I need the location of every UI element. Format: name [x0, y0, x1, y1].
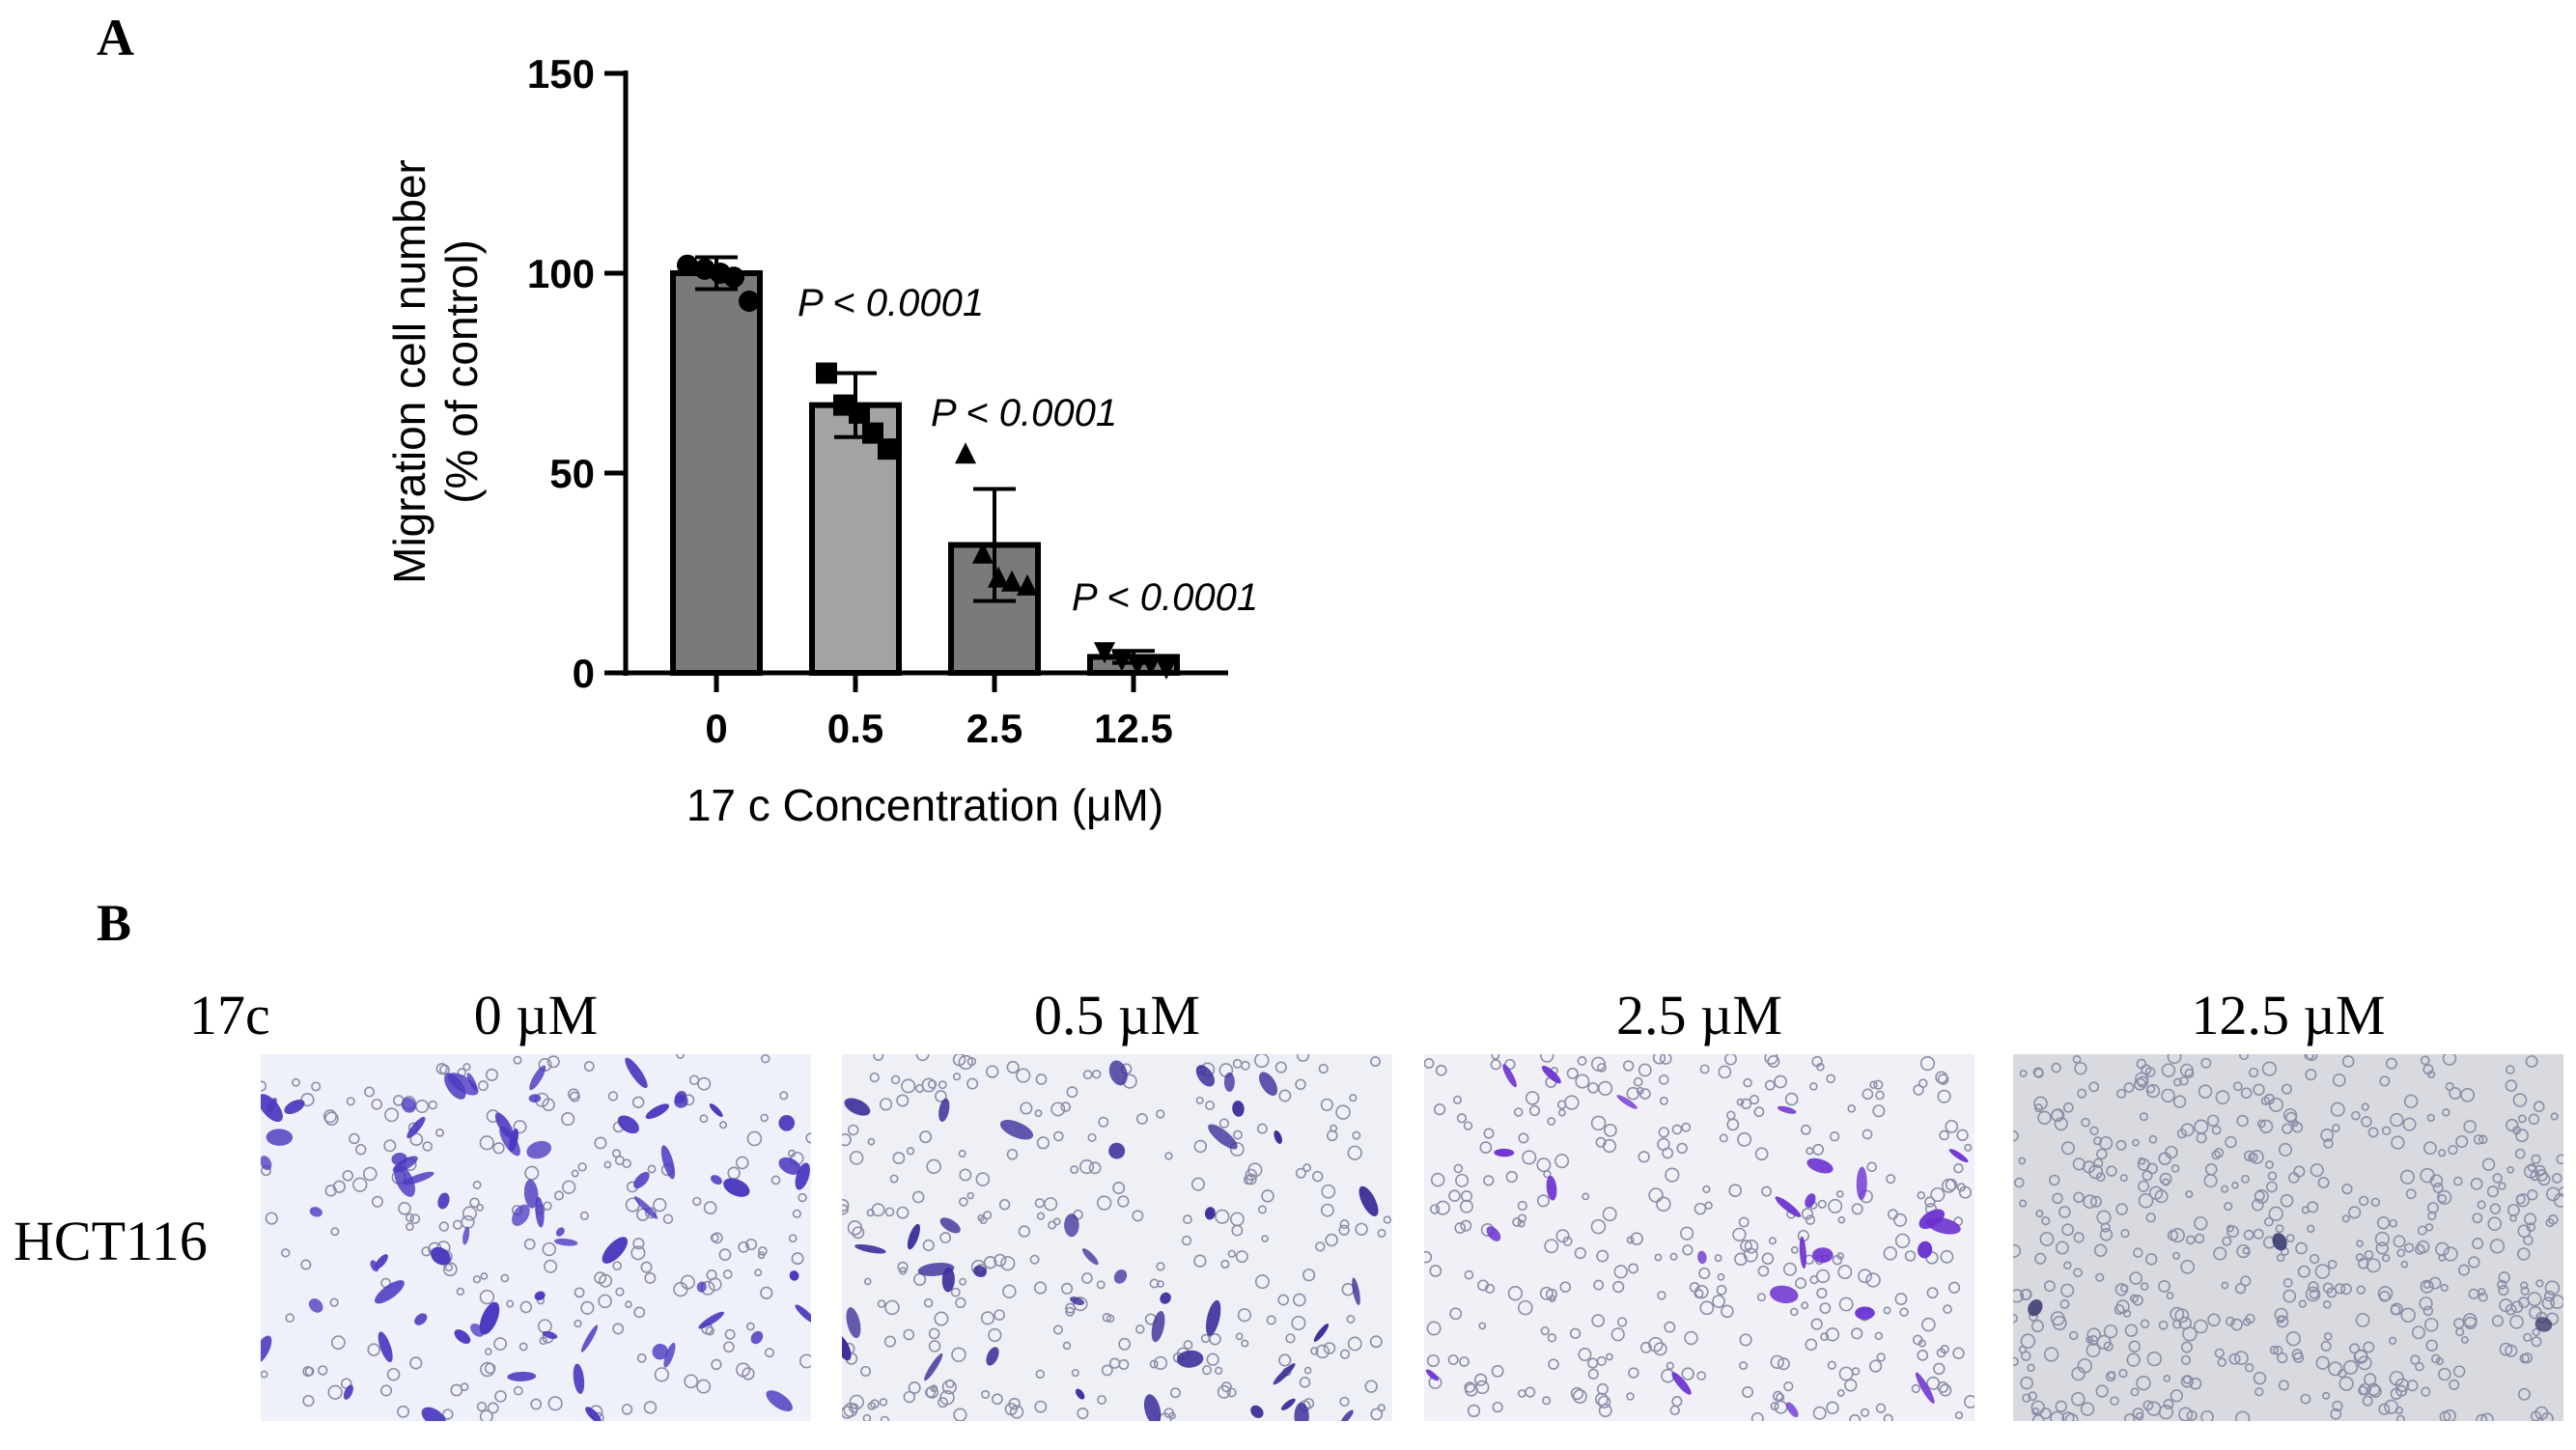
- y-axis-label-line2: (% of control): [436, 239, 487, 504]
- concentration-label-0: 0 µM: [473, 984, 599, 1046]
- data-point-0.5-0: [816, 362, 837, 384]
- data-point-0.5-3: [862, 422, 883, 444]
- data-point-2.5-0: [955, 442, 976, 464]
- p-value-annotation-2: P < 0.0001: [931, 392, 1117, 434]
- compound-label: 17c: [189, 984, 270, 1046]
- x-tick-label-0: 0: [705, 706, 727, 751]
- data-point-2.5-2: [988, 566, 1009, 588]
- data-point-2.5-1: [972, 542, 994, 564]
- y-tick-label-0: 0: [573, 651, 595, 696]
- y-tick-label-150: 150: [527, 51, 595, 97]
- data-point-12.5-4: [1156, 657, 1177, 680]
- p-value-annotation-3: P < 0.0001: [1072, 576, 1258, 619]
- data-point-12.5-0: [1094, 642, 1115, 664]
- concentration-label-3: 12.5 µM: [2191, 984, 2386, 1046]
- data-point-0-3: [723, 266, 744, 289]
- cell-line-label: HCT116: [14, 1210, 208, 1272]
- y-tick-label-50: 50: [549, 451, 595, 496]
- data-point-0.5-2: [849, 402, 870, 424]
- data-point-0-4: [739, 290, 760, 312]
- micrograph-texture: [2013, 1054, 2563, 1421]
- micrograph-2-5um: [1424, 1054, 1974, 1421]
- micrograph-texture: [1424, 1054, 1974, 1421]
- p-value-annotation-1: P < 0.0001: [798, 282, 984, 324]
- micrograph-12-5um: [2013, 1054, 2563, 1421]
- data-point-2.5-3: [1001, 570, 1022, 592]
- micrograph-0-5um: [842, 1054, 1392, 1421]
- data-point-12.5-3: [1140, 654, 1162, 676]
- panel-b-label: B: [97, 894, 132, 952]
- y-tick-label-100: 100: [527, 251, 595, 296]
- data-point-0.5-4: [878, 438, 899, 460]
- x-tick-label-12.5: 12.5: [1094, 706, 1173, 751]
- y-axis-label-line1: Migration cell number: [384, 159, 434, 584]
- micrograph-0um: [261, 1054, 811, 1421]
- micrograph-texture: [261, 1054, 811, 1421]
- data-point-12.5-1: [1111, 650, 1133, 672]
- x-tick-label-2.5: 2.5: [966, 706, 1022, 751]
- bar-0: [670, 270, 763, 676]
- micrograph-texture: [842, 1054, 1392, 1421]
- concentration-label-1: 0.5 µM: [1034, 984, 1200, 1046]
- x-tick-label-0.5: 0.5: [827, 706, 883, 751]
- panel-a-label: A: [97, 9, 134, 67]
- concentration-label-2: 2.5 µM: [1616, 984, 1782, 1046]
- data-point-12.5-2: [1127, 654, 1148, 676]
- bar-chart: 0 50 100 150 0 0.5 2.5 12.5 P < 0.0001 P < 0.0001…: [384, 51, 1258, 830]
- data-point-2.5-4: [1017, 573, 1038, 596]
- data-point-0-0: [677, 254, 698, 276]
- x-axis-label: 17 c Concentration (μM): [686, 780, 1163, 830]
